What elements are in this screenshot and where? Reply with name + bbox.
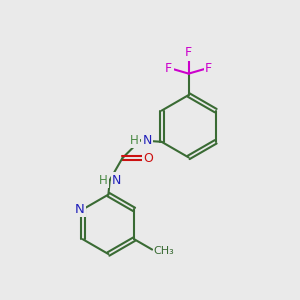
- Text: F: F: [185, 46, 192, 59]
- Text: CH₃: CH₃: [153, 246, 174, 256]
- Text: N: N: [112, 174, 122, 187]
- Text: O: O: [143, 152, 153, 165]
- Text: F: F: [205, 62, 212, 75]
- Text: N: N: [75, 203, 85, 216]
- Text: N: N: [142, 134, 152, 147]
- Text: H: H: [130, 134, 139, 147]
- Text: H: H: [99, 174, 107, 187]
- Text: F: F: [165, 62, 172, 75]
